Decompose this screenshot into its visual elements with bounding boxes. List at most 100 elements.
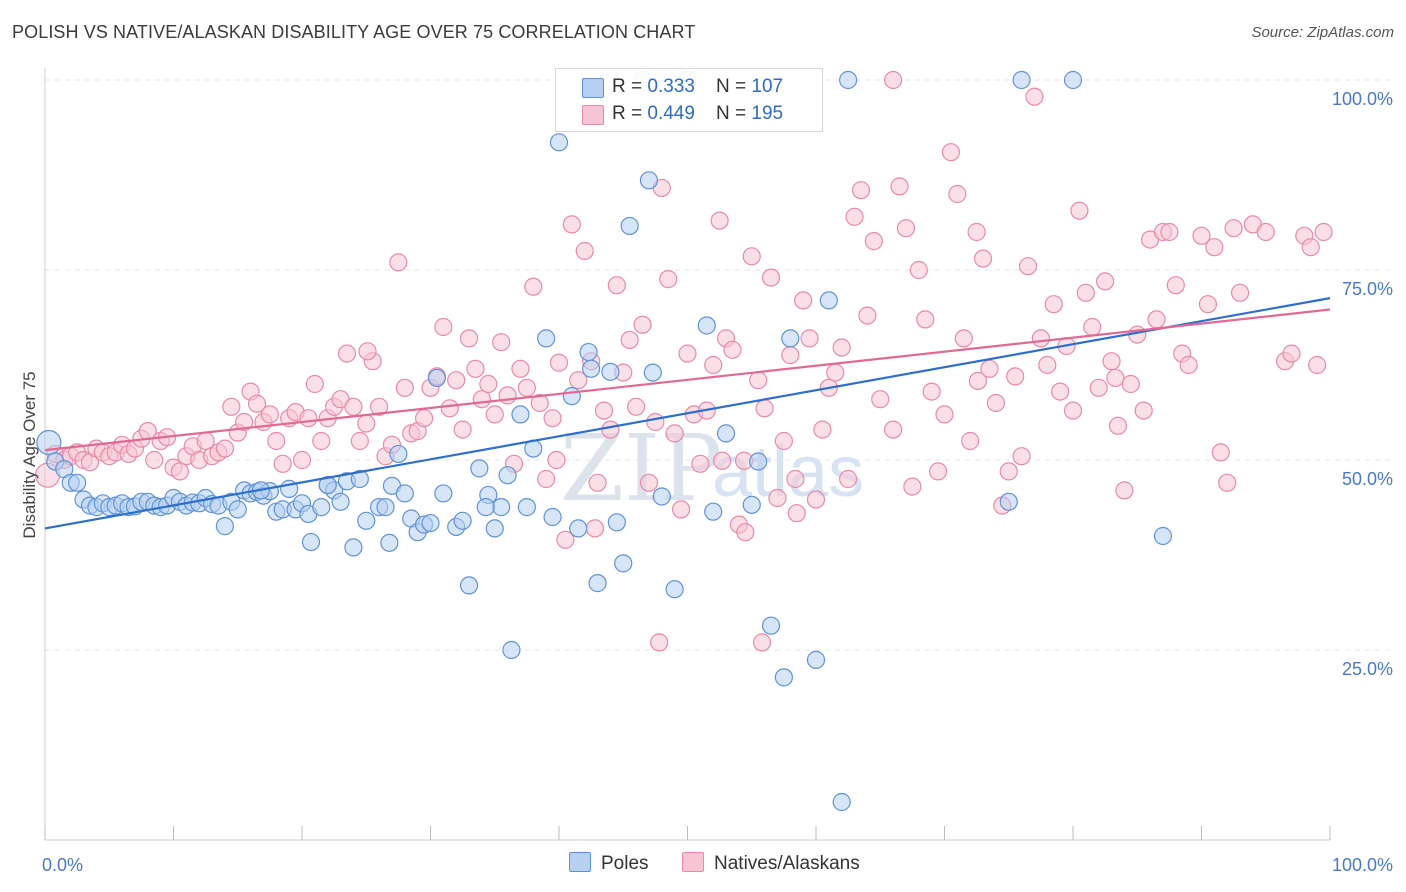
natives-point xyxy=(312,431,331,451)
natives-point xyxy=(1211,443,1230,462)
natives-point xyxy=(524,277,543,296)
natives-point xyxy=(601,420,620,439)
natives-point xyxy=(742,247,761,266)
poles-point xyxy=(498,466,517,485)
natives-point xyxy=(691,454,710,473)
poles-point xyxy=(1153,526,1173,546)
natives-point xyxy=(1063,401,1083,420)
natives-point xyxy=(1044,295,1063,314)
bottom-legend-natives: Natives/Alaskans xyxy=(682,852,860,875)
natives-point xyxy=(999,462,1018,481)
poles-point xyxy=(665,580,684,599)
natives-point xyxy=(909,260,928,280)
natives-point xyxy=(1192,226,1211,245)
natives-point xyxy=(1108,416,1128,435)
natives-point xyxy=(1083,317,1102,337)
natives-point xyxy=(358,342,377,361)
natives-n-label: N = xyxy=(716,103,752,124)
natives-point xyxy=(954,329,973,348)
natives-point xyxy=(543,409,562,428)
natives-point xyxy=(1102,352,1121,371)
poles-point xyxy=(643,363,662,382)
natives-point xyxy=(547,450,566,470)
natives-point xyxy=(1096,272,1115,291)
natives-point xyxy=(1198,295,1218,314)
natives-point xyxy=(370,397,389,416)
natives-point xyxy=(800,329,819,348)
poles-point xyxy=(1012,70,1031,90)
x-tick-label-max: 100.0% xyxy=(1332,855,1393,875)
natives-point xyxy=(813,420,832,439)
natives-point xyxy=(588,473,607,492)
natives-point xyxy=(1147,310,1166,329)
natives-point xyxy=(1205,238,1224,257)
natives-point xyxy=(883,70,903,90)
natives-point xyxy=(1308,355,1327,375)
poles-point xyxy=(427,368,447,388)
poles-point xyxy=(331,492,350,511)
natives-point xyxy=(1076,283,1095,302)
natives-point xyxy=(871,390,890,409)
natives-point xyxy=(260,405,279,424)
natives-point xyxy=(414,409,434,428)
natives-point xyxy=(247,394,267,413)
natives-point xyxy=(1012,447,1031,466)
poles-point xyxy=(376,498,395,517)
natives-point xyxy=(1121,374,1140,394)
poles-point xyxy=(742,495,761,514)
poles-point xyxy=(774,668,793,687)
natives-point xyxy=(864,232,883,251)
natives-point xyxy=(787,504,806,523)
natives-point xyxy=(941,143,961,162)
poles-point xyxy=(704,502,723,521)
natives-point xyxy=(806,490,826,509)
natives-point xyxy=(755,399,774,418)
poles-point xyxy=(389,444,408,464)
poles-point xyxy=(36,429,62,456)
poles-point xyxy=(999,492,1018,511)
natives-point xyxy=(492,333,511,352)
natives-point xyxy=(337,344,357,363)
natives-point xyxy=(215,439,234,458)
natives-point xyxy=(761,268,781,287)
natives-point xyxy=(633,315,652,334)
natives-point xyxy=(1301,238,1320,257)
natives-point xyxy=(344,397,363,416)
natives-point xyxy=(585,519,605,538)
natives-point xyxy=(305,374,324,394)
poles-point xyxy=(68,473,87,492)
natives-point xyxy=(1038,355,1057,375)
natives-point xyxy=(530,393,549,413)
natives-point xyxy=(749,371,768,390)
natives-point xyxy=(967,222,986,242)
natives-point xyxy=(222,397,241,416)
natives-point xyxy=(986,393,1006,413)
natives-r-label: R = xyxy=(612,103,648,124)
poles-point xyxy=(318,475,337,495)
natives-point xyxy=(447,371,466,390)
poles-point xyxy=(476,498,495,517)
natives-point xyxy=(170,462,190,481)
natives-point xyxy=(883,420,903,439)
natives-point xyxy=(1051,382,1070,401)
natives-point xyxy=(1031,329,1050,348)
poles-r-value: 0.333 xyxy=(647,76,695,97)
poles-point xyxy=(1063,70,1083,90)
poles-point xyxy=(781,329,800,348)
natives-point xyxy=(594,401,614,420)
natives-r-value: 0.449 xyxy=(647,103,695,124)
natives-point xyxy=(235,412,254,432)
grid-lines xyxy=(45,79,1395,651)
natives-point xyxy=(569,371,588,390)
natives-point xyxy=(890,177,909,196)
natives-point xyxy=(620,330,639,350)
natives-point xyxy=(826,363,845,382)
natives-point xyxy=(845,207,864,226)
x-tick-label-min: 0.0% xyxy=(42,855,83,875)
natives-point xyxy=(292,450,312,470)
poles-points xyxy=(36,70,1173,812)
poles-point xyxy=(639,171,659,190)
natives-point xyxy=(928,462,948,481)
natives-point xyxy=(1256,222,1275,242)
poles-point xyxy=(511,405,530,424)
